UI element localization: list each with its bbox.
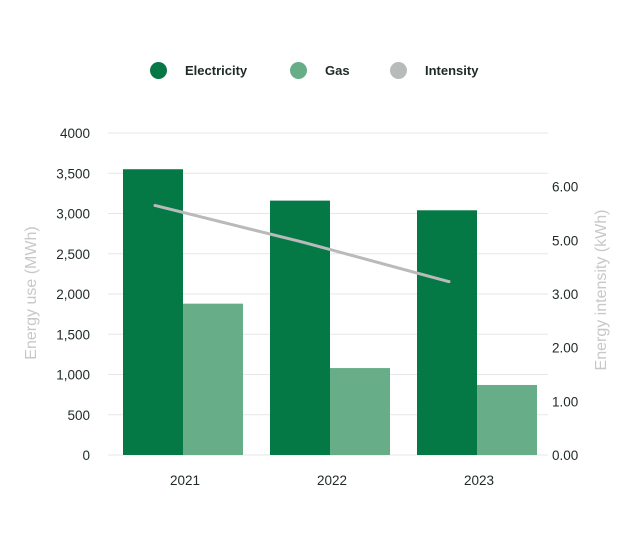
y-tick-left: 3,500	[56, 166, 90, 181]
y-tick-left: 500	[67, 408, 90, 423]
y-tick-right: 1.00	[552, 394, 578, 409]
y-tick-left: 3,000	[56, 207, 90, 222]
y-tick-right: 6.00	[552, 180, 578, 195]
bar-gas-2023	[477, 384, 537, 455]
y-tick-right: 3.00	[552, 287, 578, 302]
x-tick-2022: 2022	[317, 473, 347, 488]
y-tick-right: 5.00	[552, 233, 578, 248]
bar-gas-2021	[183, 303, 243, 455]
bars	[123, 169, 537, 455]
tick-labels: 0 500 1,000 1,500 2,000 2,500 3,000 3,500 4000 0.…	[56, 126, 578, 488]
y-axis-title-right: Energy intensity (kWh)	[593, 210, 610, 371]
x-tick-2023: 2023	[464, 473, 494, 488]
intensity-point-2023	[447, 280, 451, 284]
y-tick-left: 0	[82, 448, 90, 463]
legend-swatch-electricity	[150, 62, 167, 79]
legend-label-intensity: Intensity	[425, 63, 479, 78]
y-tick-left: 4000	[60, 126, 90, 141]
legend-label-electricity: Electricity	[185, 63, 248, 78]
y-tick-left: 1,000	[56, 368, 90, 383]
y-tick-left: 2,500	[56, 247, 90, 262]
bar-electricity-2021	[123, 169, 183, 455]
legend-item-gas: Gas	[290, 62, 350, 79]
intensity-point-2022	[300, 240, 304, 244]
bar-gas-2022	[330, 368, 390, 455]
y-tick-right: 0.00	[552, 448, 578, 463]
legend-swatch-intensity	[390, 62, 407, 79]
legend: Electricity Gas Intensity	[0, 62, 630, 86]
x-tick-2021: 2021	[170, 473, 200, 488]
intensity-line-group	[153, 203, 451, 284]
y-tick-left: 1,500	[56, 327, 90, 342]
legend-item-electricity: Electricity	[150, 62, 247, 79]
intensity-point-2021	[153, 203, 157, 207]
legend-label-gas: Gas	[325, 63, 350, 78]
y-axis-title-left: Energy use (MWh)	[23, 226, 40, 359]
legend-swatch-gas	[290, 62, 307, 79]
legend-item-intensity: Intensity	[390, 62, 478, 79]
y-tick-right: 2.00	[552, 341, 578, 356]
y-tick-left: 2,000	[56, 287, 90, 302]
bar-electricity-2022	[270, 200, 330, 455]
bar-electricity-2023	[417, 210, 477, 455]
